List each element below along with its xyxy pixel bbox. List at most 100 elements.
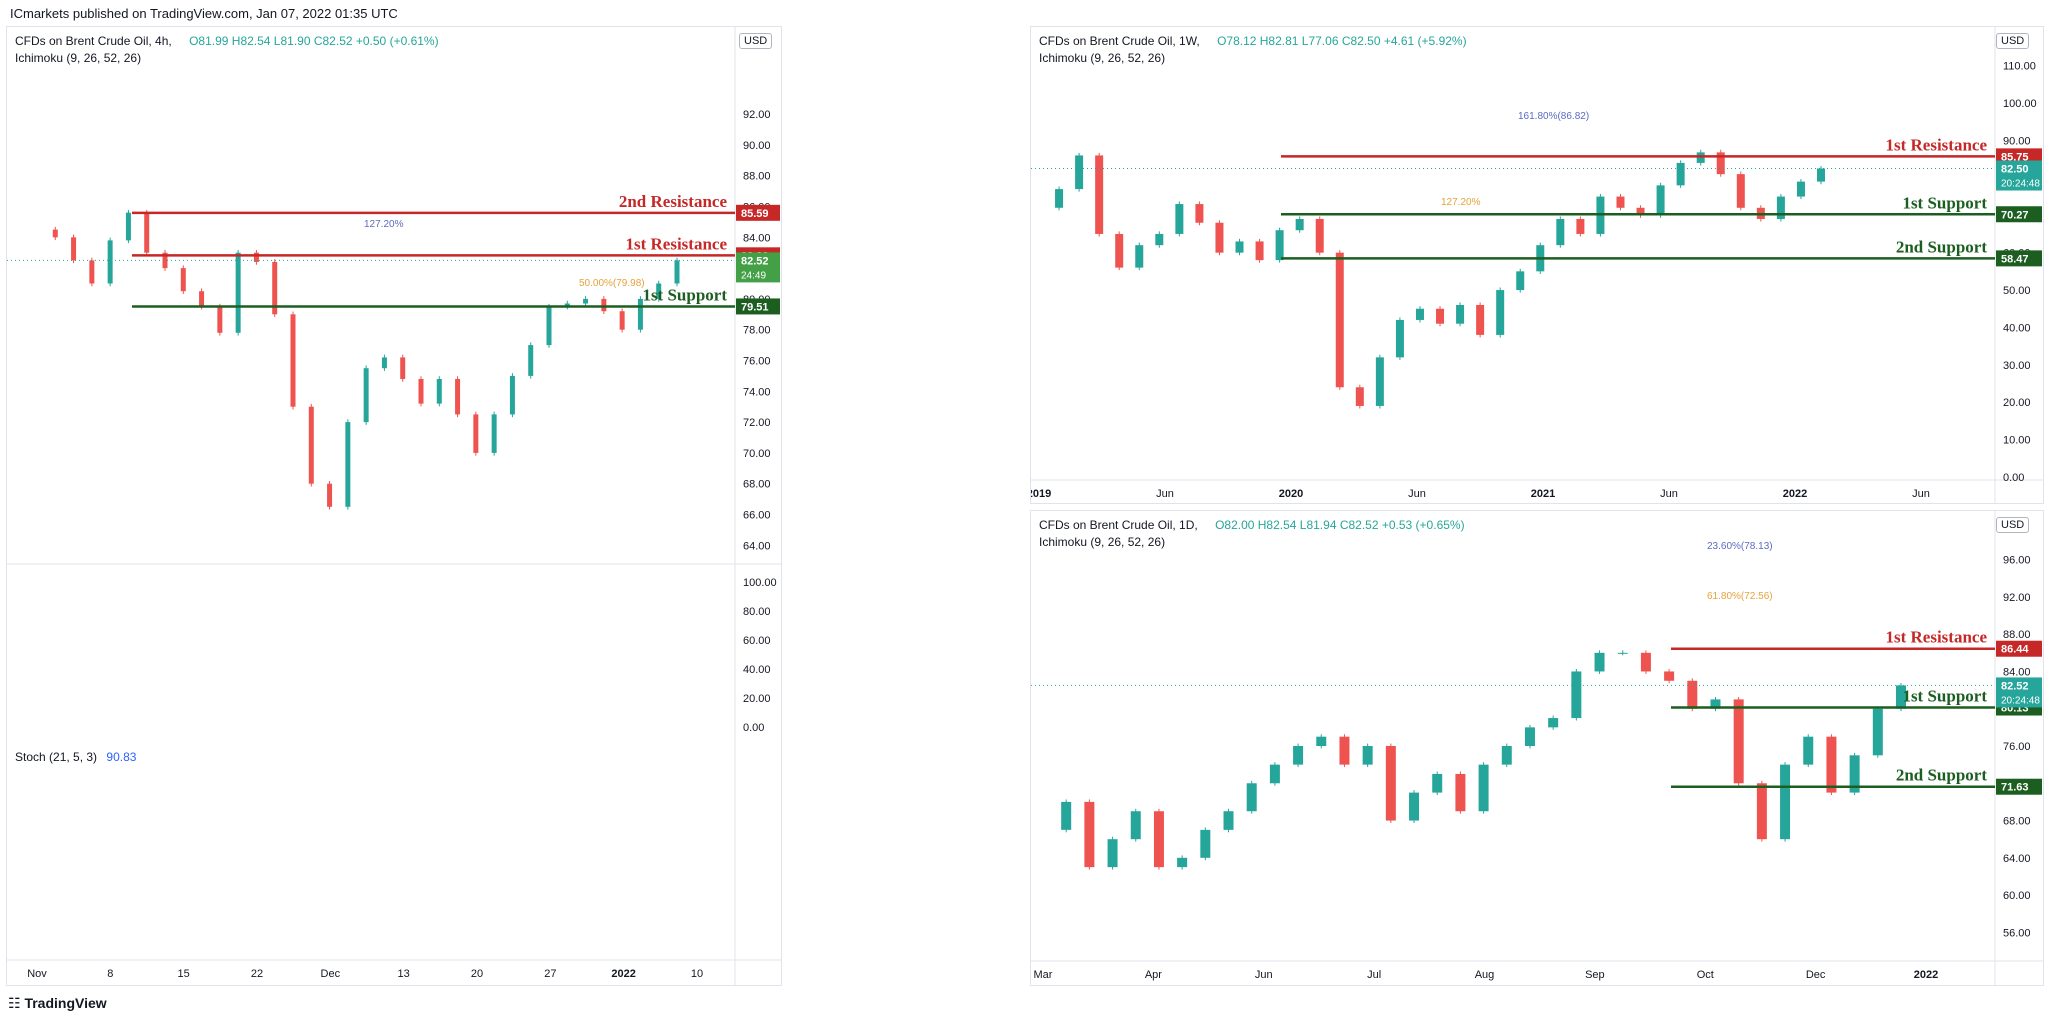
candle-body (1075, 155, 1084, 190)
candle-body (528, 345, 534, 376)
chart-1w-svg[interactable]: 110.00100.0090.0080.0070.0060.0050.0040.… (1031, 27, 2043, 503)
candle-body (1339, 736, 1350, 765)
candle-body (1293, 746, 1304, 765)
chart-title-1d: CFDs on Brent Crude Oil, 1D, (1039, 518, 1198, 532)
currency-badge-1d[interactable]: USD (1996, 517, 2030, 533)
level-label: 2nd Support (1896, 237, 1988, 256)
stoch-label: Stoch (21, 5, 3) (15, 750, 98, 764)
candle-body (1335, 252, 1344, 388)
candle-body (418, 378, 424, 404)
countdown-timer: 20:24:48 (2001, 179, 2040, 190)
x-tick-label: Nov (27, 968, 47, 980)
level-label: 2nd Support (1896, 766, 1988, 785)
level-price-value: 79.51 (741, 301, 769, 313)
stoch-tick-label: 60.00 (743, 635, 771, 647)
candle-body (381, 357, 387, 369)
candle-body (656, 283, 662, 299)
candle-body (1455, 773, 1466, 812)
x-tick-label: Oct (1697, 969, 1714, 981)
fib-label: 127.20% (364, 219, 404, 230)
chart-4h-svg[interactable]: 92.0090.0088.0086.0084.0082.0080.0078.00… (7, 27, 781, 985)
candle-body (89, 260, 95, 284)
level-price-value: 70.27 (2001, 209, 2029, 221)
y-tick-label: 90.00 (743, 140, 771, 152)
chart-panel-1w[interactable]: 110.00100.0090.0080.0070.0060.0050.0040.… (1030, 26, 2044, 504)
candle-body (52, 229, 58, 238)
candle-body (1215, 222, 1224, 253)
candle-body (1315, 219, 1324, 253)
x-tick-label: 2022 (1783, 488, 1807, 500)
candle-body (1803, 736, 1814, 765)
current-price-value: 82.52 (2001, 680, 2029, 692)
candle-body (1576, 219, 1585, 234)
candle-body (436, 378, 442, 404)
candle-body (253, 252, 259, 262)
level-label: 2nd Resistance (619, 192, 728, 211)
candle-body (1501, 746, 1512, 765)
candle-body (583, 298, 589, 304)
candle-body (290, 314, 296, 407)
candle-body (491, 414, 497, 453)
y-tick-label: 74.00 (743, 386, 771, 398)
chart-1d-svg[interactable]: 96.0092.0088.0084.0080.0076.0072.0068.00… (1031, 511, 2043, 985)
level-price-tag (736, 204, 780, 221)
candle-body (1776, 196, 1785, 219)
x-tick-label: Apr (1145, 969, 1162, 981)
x-tick-label: Jun (1912, 488, 1930, 500)
currency-badge-4h[interactable]: USD (739, 33, 773, 49)
candle-body (1175, 204, 1184, 234)
x-tick-label: Mar (1034, 969, 1053, 981)
candle-body (473, 414, 479, 453)
candle-body (1696, 152, 1705, 163)
fib-label: 23.60%(78.13) (1707, 541, 1773, 552)
candle-body (1736, 174, 1745, 208)
level-price-tag (1996, 148, 2042, 165)
chart-legend-4h: CFDs on Brent Crude Oil, 4h, O81.99 H82.… (15, 33, 439, 67)
stoch-tick-label: 20.00 (743, 693, 771, 705)
stoch-value: 90.83 (106, 750, 137, 764)
level-price-value: 86.44 (2001, 644, 2029, 656)
candle-body (1115, 233, 1124, 268)
candle-body (345, 422, 351, 507)
y-tick-label: 68.00 (743, 479, 771, 491)
footer-label: TradingView (24, 995, 107, 1011)
tradingview-logo-icon: ☷ (8, 995, 21, 1011)
level-label: 1st Support (1902, 687, 1987, 706)
countdown-timer: 20:24:48 (2001, 695, 2040, 706)
candle-body (125, 212, 131, 241)
chart-panel-1d[interactable]: 96.0092.0088.0084.0080.0076.0072.0068.00… (1030, 510, 2044, 986)
candle-body (1246, 783, 1257, 812)
level-price-tag (736, 298, 780, 315)
candle-body (1780, 764, 1791, 840)
candle-body (1409, 792, 1420, 821)
chart-title-1w: CFDs on Brent Crude Oil, 1W, (1039, 34, 1200, 48)
candle-body (1061, 801, 1072, 830)
y-tick-label: 70.00 (743, 448, 771, 460)
countdown-timer: 24:49 (741, 270, 766, 281)
x-tick-label: 27 (544, 968, 556, 980)
y-tick-label: 30.00 (2003, 360, 2031, 372)
candle-body (1826, 736, 1837, 793)
candle-body (1756, 783, 1767, 840)
chart-panel-4h[interactable]: 92.0090.0088.0086.0084.0082.0080.0078.00… (6, 26, 782, 986)
level-price-tag (1996, 250, 2042, 267)
y-tick-label: 88.00 (743, 171, 771, 183)
y-tick-label: 64.00 (743, 540, 771, 552)
y-tick-label: 64.00 (2003, 853, 2031, 865)
currency-badge-1w[interactable]: USD (1996, 33, 2030, 49)
candle-body (400, 357, 406, 379)
candle-body (1656, 185, 1665, 216)
candle-body (327, 483, 333, 507)
candle-body (455, 378, 461, 415)
candle-body (1084, 801, 1095, 868)
x-tick-label: 8 (107, 968, 113, 980)
candle-body (564, 303, 570, 307)
candle-body (162, 252, 168, 269)
candle-body (1155, 233, 1164, 246)
x-tick-label: 15 (178, 968, 190, 980)
candle-body (1849, 755, 1860, 793)
stoch-tick-label: 80.00 (743, 606, 771, 618)
indicator-label-1w: Ichimoku (9, 26, 52, 26) (1039, 51, 1166, 65)
fib-label: 161.80%(86.82) (1518, 111, 1589, 122)
tradingview-footer[interactable]: ☷ TradingView (8, 995, 107, 1012)
